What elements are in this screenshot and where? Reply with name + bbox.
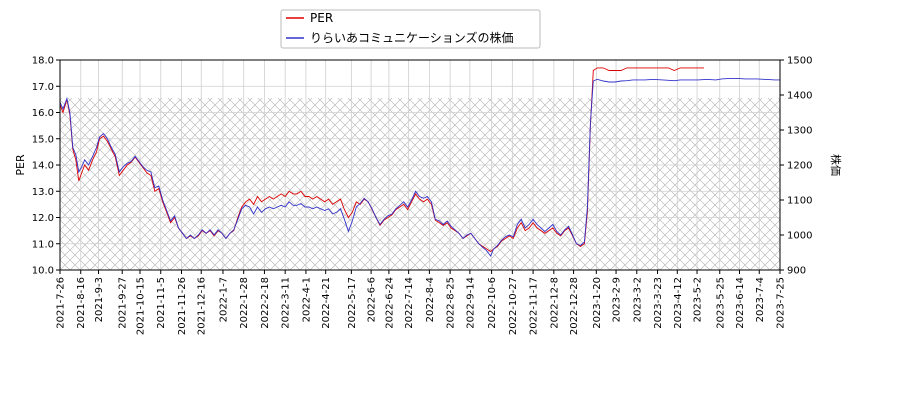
legend-label: PER [310,11,333,25]
x-tick-label: 2022-9-14 [465,277,476,329]
x-tick-label: 2022-1-7 [218,277,229,322]
per-series-line [59,67,704,253]
y-left-tick-label: 18.0 [32,56,54,67]
x-tick-label: 2022-6-24 [384,277,395,329]
x-tick-label: 2023-7-25 [776,277,787,329]
x-tick-label: 2022-4-21 [321,277,332,329]
x-tick-label: 2023-3-23 [653,277,664,329]
y-right-tick-label: 900 [787,266,806,277]
x-tick-label: 2023-5-2 [693,277,704,322]
x-tick-label: 2022-5-17 [347,277,358,329]
x-tick-label: 2022-11-17 [529,277,540,335]
y-right-tick-label: 1400 [787,91,812,102]
y-right-axis-label: 株価 [829,154,843,176]
x-tick-label: 2022-10-6 [487,277,498,329]
x-tick-label: 2022-12-8 [549,277,560,329]
axes: 10.0 11.0 12.0 13.0 14.0 15.0 16.0 17.0 18.0 900 1… [14,56,843,336]
x-tick-label: 2023-7-4 [755,277,766,322]
x-tick-label: 2023-4-12 [673,277,684,329]
x-tick-label: 2021-9-27 [118,277,129,329]
x-tick-label: 2022-8-25 [446,277,457,329]
x-tick-label: 2023-1-20 [592,277,603,329]
y-left-tick-label: 10.0 [32,266,54,277]
x-tick-label: 2023-5-25 [715,277,726,329]
legend: PER りらいあコミュニケーションズの株価 [280,9,541,49]
x-tick-label: 2021-11-26 [177,277,188,335]
x-tick-label: 2023-6-14 [735,277,746,329]
x-tick-label: 2021-11-5 [156,277,167,329]
y-left-tick-label: 16.0 [32,108,54,119]
x-tick-label: 2021-7-26 [56,277,67,329]
stock-price-series-line [59,78,780,257]
x-tick-label: 2023-3-2 [632,277,643,322]
x-tick-label: 2021-10-15 [136,277,147,335]
y-right-tick-label: 1200 [787,161,812,172]
x-tick-label: 2022-7-14 [404,277,415,329]
x-tick-label: 2021-12-16 [197,277,208,335]
legend-label: りらいあコミュニケーションズの株価 [310,30,514,45]
x-tick-label: 2022-6-6 [367,277,378,322]
x-tick-label: 2022-4-1 [301,277,312,322]
series-layer [59,67,780,257]
x-tick-label: 2022-8-4 [425,277,436,322]
x-tick-label: 2023-2-9 [612,277,623,322]
x-tick-label: 2022-10-27 [508,277,519,335]
x-tick-label: 2021-8-16 [76,277,87,329]
x-tick-label: 2022-2-18 [260,277,271,329]
y-left-tick-label: 17.0 [32,82,54,93]
x-tick-label: 2022-1-28 [239,277,250,329]
y-right-tick-label: 1300 [787,126,812,137]
legend-box [280,9,541,49]
y-left-tick-label: 14.0 [32,161,54,172]
y-left-tick-label: 15.0 [32,134,54,145]
hatched-region [60,98,780,270]
y-right-tick-label: 1100 [787,196,812,207]
x-tick-label: 2022-12-28 [569,277,580,335]
y-left-tick-label: 13.0 [32,187,54,198]
y-left-axis-label: PER [14,154,27,176]
y-left-tick-label: 11.0 [32,239,54,250]
y-right-tick-label: 1000 [787,231,812,242]
y-right-tick-label: 1500 [787,56,812,67]
x-tick-label: 2022-3-11 [281,277,292,329]
x-tick-label: 2021-9-3 [94,277,105,322]
y-left-tick-label: 12.0 [32,213,54,224]
